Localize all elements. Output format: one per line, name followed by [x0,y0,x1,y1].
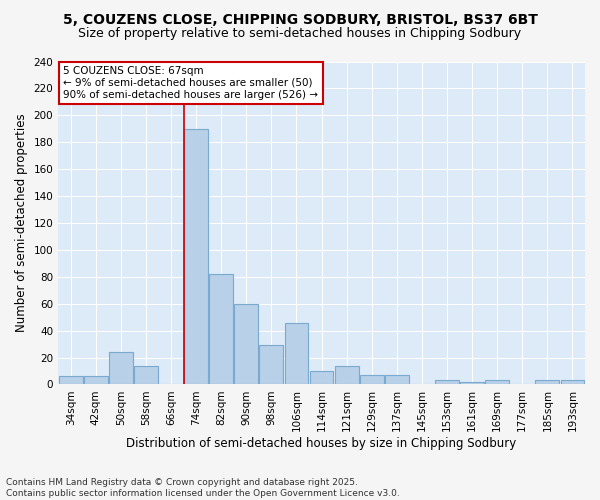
Bar [284,322,308,384]
Bar [259,346,283,385]
Bar [560,380,584,384]
Bar [485,380,509,384]
Bar [535,380,559,384]
Bar [360,375,383,384]
X-axis label: Distribution of semi-detached houses by size in Chipping Sodbury: Distribution of semi-detached houses by … [127,437,517,450]
Text: Size of property relative to semi-detached houses in Chipping Sodbury: Size of property relative to semi-detach… [79,28,521,40]
Bar [134,366,158,384]
Bar [460,382,484,384]
Bar [59,376,83,384]
Text: Contains HM Land Registry data © Crown copyright and database right 2025.
Contai: Contains HM Land Registry data © Crown c… [6,478,400,498]
Bar [235,304,258,384]
Bar [109,352,133,384]
Text: 5 COUZENS CLOSE: 67sqm
← 9% of semi-detached houses are smaller (50)
90% of semi: 5 COUZENS CLOSE: 67sqm ← 9% of semi-deta… [64,66,319,100]
Bar [184,129,208,384]
Bar [209,274,233,384]
Bar [335,366,359,384]
Text: 5, COUZENS CLOSE, CHIPPING SODBURY, BRISTOL, BS37 6BT: 5, COUZENS CLOSE, CHIPPING SODBURY, BRIS… [62,12,538,26]
Bar [84,376,108,384]
Y-axis label: Number of semi-detached properties: Number of semi-detached properties [15,114,28,332]
Bar [385,375,409,384]
Bar [310,371,334,384]
Bar [435,380,459,384]
